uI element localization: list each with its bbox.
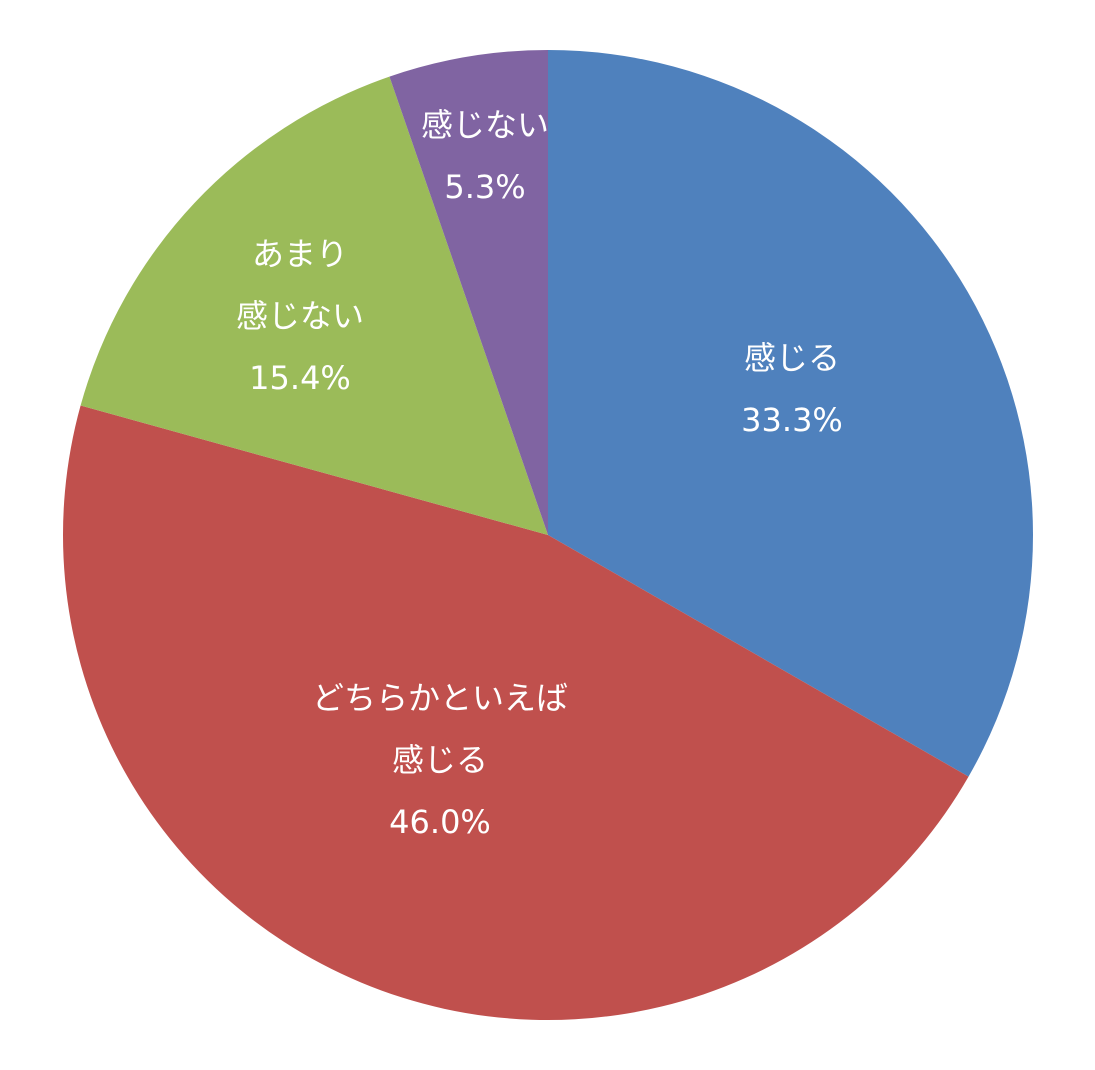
slice-value-label: 15.4% <box>249 359 351 397</box>
slice-category-label: 感じない <box>236 297 364 335</box>
slice-category-label: どちらかといえば <box>312 679 568 717</box>
slice-category-label: 感じる <box>744 339 840 377</box>
slice-value-label: 33.3% <box>741 401 843 439</box>
slice-category-label: 感じない <box>421 106 549 144</box>
pie-slice <box>548 50 1034 777</box>
slice-value-label: 5.3% <box>444 168 525 206</box>
pie-slice <box>62 405 969 1021</box>
pie-slice <box>80 76 548 535</box>
slice-value-label: 46.0% <box>389 803 491 841</box>
pie-slice <box>389 50 548 535</box>
slice-category-label: 感じる <box>392 741 488 779</box>
slice-category-label: あまり <box>252 235 348 273</box>
